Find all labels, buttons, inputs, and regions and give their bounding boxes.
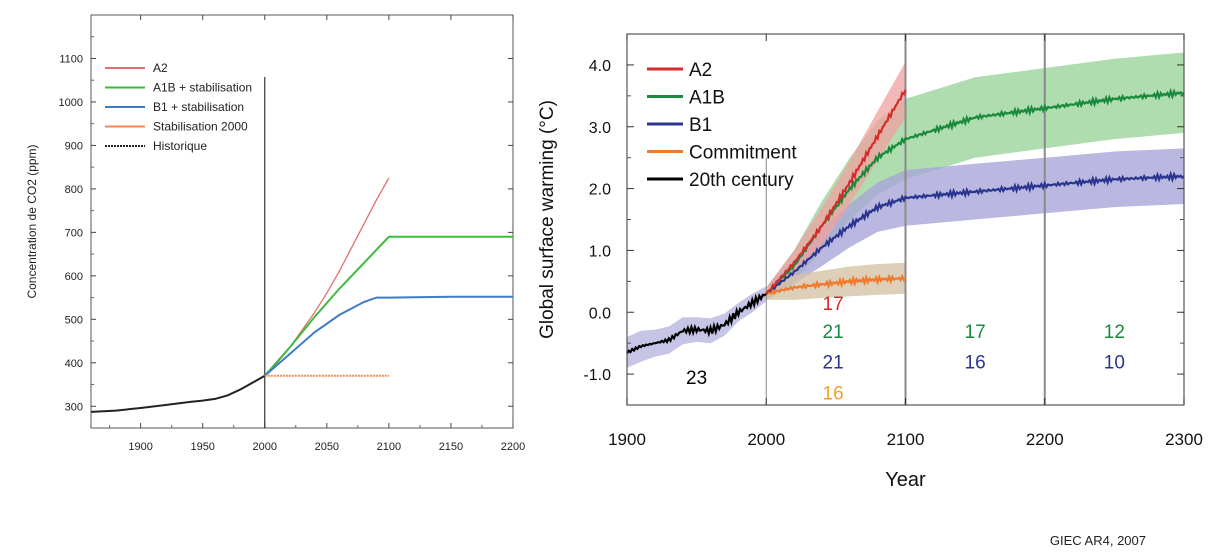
- warming-model-count: 21: [823, 353, 844, 374]
- co2-legend-label: B1 + stabilisation: [153, 100, 244, 114]
- co2-y-tick-label: 400: [65, 358, 83, 370]
- warming-y-tick-label: 0.0: [589, 305, 611, 322]
- co2-x-tick-label: 1900: [128, 441, 152, 453]
- warming-x-tick-label: 2000: [747, 430, 785, 449]
- co2-x-tick-label: 2150: [439, 441, 463, 453]
- co2-x-tick-label: 2000: [253, 441, 277, 453]
- warming-series-line: [765, 170, 1185, 295]
- co2-x-tick-label: 2200: [501, 441, 525, 453]
- warming-y-tick-label: 1.0: [589, 243, 611, 260]
- warming-uncertainty-band: [627, 286, 767, 368]
- co2-x-tick-label: 2050: [315, 441, 339, 453]
- warming-model-count: 16: [823, 384, 844, 405]
- co2-series-line: [264, 177, 390, 377]
- warming-model-count: 23: [686, 368, 707, 389]
- co2-series-line: [90, 374, 266, 413]
- co2-legend-label: A2: [153, 61, 168, 75]
- co2-x-tick-label: 2100: [377, 441, 401, 453]
- warming-x-tick-label: 2100: [887, 430, 925, 449]
- warming-y-tick-label: -1.0: [583, 367, 611, 384]
- warming-series-line: [626, 292, 768, 354]
- warming-uncertainty-band: [766, 61, 906, 300]
- warming-uncertainty-band: [766, 52, 1184, 300]
- co2-y-tick-label: 900: [65, 140, 83, 152]
- warming-y-tick-label: 2.0: [589, 182, 611, 199]
- warming-model-count: 10: [1104, 353, 1125, 374]
- warming-y-tick-label: 4.0: [589, 58, 611, 75]
- co2-legend-label: Stabilisation 2000: [153, 120, 248, 134]
- warming-y-axis-label: Global surface warming (°C): [537, 100, 558, 339]
- warming-x-tick-label: 2200: [1026, 430, 1064, 449]
- warming-chart: 1900 2000 2100 2200 2300 -1.0 0.0 1.0 2.0 3.0 4.0 Y…: [537, 33, 1203, 491]
- warming-legend-label: Commitment: [689, 143, 797, 164]
- co2-x-tick-label: 1950: [190, 441, 214, 453]
- warming-x-tick-label: 1900: [608, 430, 646, 449]
- warming-series-line: [765, 89, 907, 295]
- warming-series-line: [765, 273, 907, 296]
- co2-y-tick-label: 800: [65, 184, 83, 196]
- warming-legend-label: A1B: [689, 88, 725, 109]
- co2-y-tick-label: 300: [65, 401, 83, 413]
- warming-uncertainty-band: [766, 148, 1184, 300]
- source-caption: GIEC AR4, 2007: [1049, 533, 1146, 548]
- co2-y-tick-label: 700: [65, 227, 83, 239]
- warming-series-line: [765, 87, 1185, 295]
- co2-chart: 1900 1950 2000 2050 2100 2150 2200 300 400 500 600…: [25, 14, 525, 453]
- warming-model-count: 21: [823, 322, 844, 343]
- warming-model-count: 17: [823, 294, 844, 315]
- co2-legend-label: A1B + stabilisation: [153, 81, 252, 95]
- warming-y-tick-label: 3.0: [589, 120, 611, 137]
- warming-x-tick-label: 2300: [1165, 430, 1203, 449]
- co2-y-axis-label: Concentration de CO2 (ppm): [25, 144, 39, 298]
- warming-model-count: 17: [965, 322, 986, 343]
- co2-series-line: [264, 235, 513, 377]
- co2-legend-label: Historique: [153, 139, 207, 153]
- co2-plot-frame: [90, 14, 514, 429]
- co2-y-tick-label: 500: [65, 314, 83, 326]
- warming-model-count: 16: [965, 353, 986, 374]
- warming-legend-label: 20th century: [689, 170, 794, 191]
- co2-series-line: [264, 295, 513, 377]
- warming-model-count: 12: [1104, 322, 1125, 343]
- warming-legend-label: B1: [689, 115, 712, 136]
- warming-legend-label: A2: [689, 60, 712, 81]
- co2-y-tick-label: 1000: [59, 97, 83, 109]
- co2-y-tick-label: 1100: [59, 53, 83, 65]
- co2-y-tick-label: 600: [65, 271, 83, 283]
- warming-x-axis-label: Year: [885, 469, 926, 491]
